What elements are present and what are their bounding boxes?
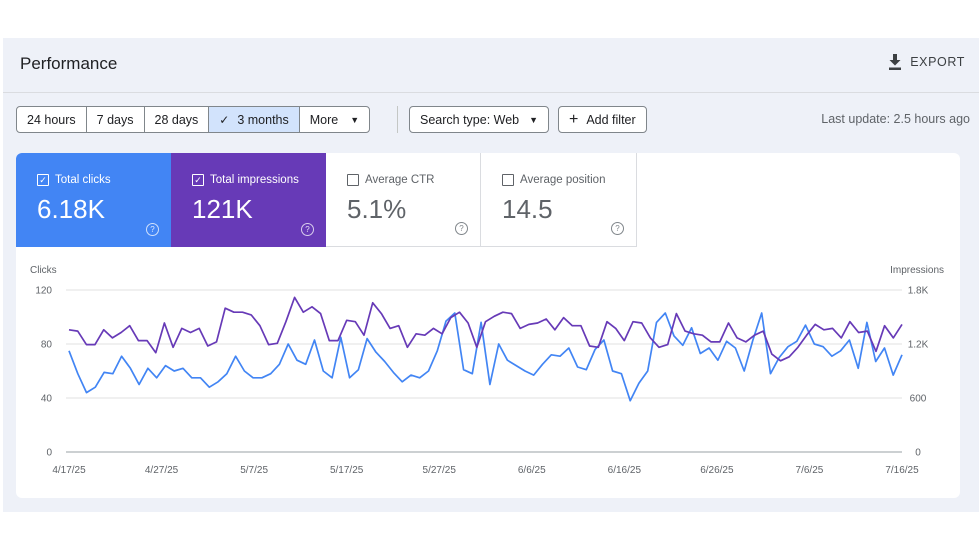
x-tick-label: 5/27/25 xyxy=(423,465,457,476)
page-title: Performance xyxy=(20,54,118,73)
right-tick-label: 1.2K xyxy=(908,340,929,351)
date-range-28-days[interactable]: 28 days xyxy=(145,107,210,132)
help-icon[interactable]: ? xyxy=(611,222,624,235)
x-tick-label: 5/17/25 xyxy=(330,465,364,476)
metric-label-row: Average CTR xyxy=(347,174,434,186)
metric-average-ctr[interactable]: Average CTR 5.1% ? xyxy=(326,153,481,247)
help-icon[interactable]: ? xyxy=(455,222,468,235)
left-tick-label: 80 xyxy=(41,340,53,351)
help-icon[interactable]: ? xyxy=(301,223,314,236)
x-tick-label: 5/7/25 xyxy=(240,465,268,476)
metric-value: 121K xyxy=(192,194,253,224)
metric-total-clicks[interactable]: ✓ Total clicks 6.18K ? xyxy=(16,153,171,247)
date-range-label: 3 months xyxy=(237,112,289,127)
date-range-label: 28 days xyxy=(154,112,199,127)
right-tick-label: 600 xyxy=(910,394,927,405)
checkbox-unchecked-icon xyxy=(502,174,514,186)
x-tick-label: 7/6/25 xyxy=(796,465,824,476)
search-type-label: Search type: Web xyxy=(420,112,520,127)
performance-line-chart[interactable]: Clicks Impressions 0 0 40 600 80 1.2K 120 1.8K 4… xyxy=(16,247,960,498)
checkbox-checked-icon: ✓ xyxy=(192,174,204,186)
x-tick-label: 6/16/25 xyxy=(608,465,642,476)
metric-label: Total impressions xyxy=(210,174,299,186)
caret-down-icon: ▼ xyxy=(529,114,539,125)
left-tick-label: 0 xyxy=(46,448,52,459)
more-label: More xyxy=(309,112,339,127)
x-tick-label: 7/16/25 xyxy=(885,465,919,476)
plus-icon: + xyxy=(569,110,579,128)
header-divider xyxy=(3,92,979,93)
x-tick-label: 6/6/25 xyxy=(518,465,546,476)
metric-label: Average position xyxy=(520,174,606,186)
metric-total-impressions[interactable]: ✓ Total impressions 121K ? xyxy=(171,153,326,247)
date-range-label: 7 days xyxy=(96,112,134,127)
help-icon[interactable]: ? xyxy=(146,223,159,236)
date-range-group: 24 hours 7 days 28 days ✓ 3 months More ▼ xyxy=(16,106,371,133)
last-update-text: Last update: 2.5 hours ago xyxy=(821,112,970,126)
x-tick-label: 4/17/25 xyxy=(52,465,86,476)
date-range-24-hours[interactable]: 24 hours xyxy=(17,107,87,132)
date-range-3-months[interactable]: ✓ 3 months xyxy=(209,107,300,132)
right-axis-title: Impressions xyxy=(890,265,944,276)
x-tick-label: 4/27/25 xyxy=(145,465,179,476)
performance-panel: Performance EXPORT 24 hours 7 days 28 da… xyxy=(3,38,979,512)
metric-value: 14.5 xyxy=(502,194,553,224)
series-line-clicks xyxy=(68,312,903,402)
more-dropdown[interactable]: More ▼ xyxy=(300,107,369,132)
right-tick-label: 0 xyxy=(915,448,921,459)
date-range-7-days[interactable]: 7 days xyxy=(87,107,145,132)
checkbox-checked-icon: ✓ xyxy=(37,174,49,186)
right-tick-label: 1.8K xyxy=(908,286,929,297)
caret-down-icon: ▼ xyxy=(350,114,360,125)
metric-label: Total clicks xyxy=(55,174,111,186)
left-axis-title: Clicks xyxy=(30,265,57,276)
metric-value: 5.1% xyxy=(347,194,407,224)
export-label: EXPORT xyxy=(910,55,965,69)
metric-average-position[interactable]: Average position 14.5 ? xyxy=(481,153,637,247)
download-icon xyxy=(888,54,902,70)
left-tick-label: 120 xyxy=(35,286,52,297)
metric-label-row: ✓ Total impressions xyxy=(192,174,299,186)
metric-value: 6.18K xyxy=(37,194,105,224)
metric-label-row: Average position xyxy=(502,174,605,186)
left-tick-label: 40 xyxy=(41,394,53,405)
check-icon: ✓ xyxy=(219,112,230,127)
date-range-label: 24 hours xyxy=(27,112,76,127)
add-filter-label: Add filter xyxy=(586,112,636,127)
series-line-impressions xyxy=(68,296,903,362)
search-type-dropdown[interactable]: Search type: Web ▼ xyxy=(409,106,550,133)
performance-card: ✓ Total clicks 6.18K ? ✓ Total impressions… xyxy=(16,153,960,498)
x-tick-label: 6/26/25 xyxy=(700,465,734,476)
metric-label: Average CTR xyxy=(365,174,435,186)
add-filter-button[interactable]: + Add filter xyxy=(558,106,647,133)
export-button[interactable]: EXPORT xyxy=(888,54,965,70)
checkbox-unchecked-icon xyxy=(347,174,359,186)
filter-separator xyxy=(397,106,398,133)
metric-label-row: ✓ Total clicks xyxy=(37,174,111,186)
